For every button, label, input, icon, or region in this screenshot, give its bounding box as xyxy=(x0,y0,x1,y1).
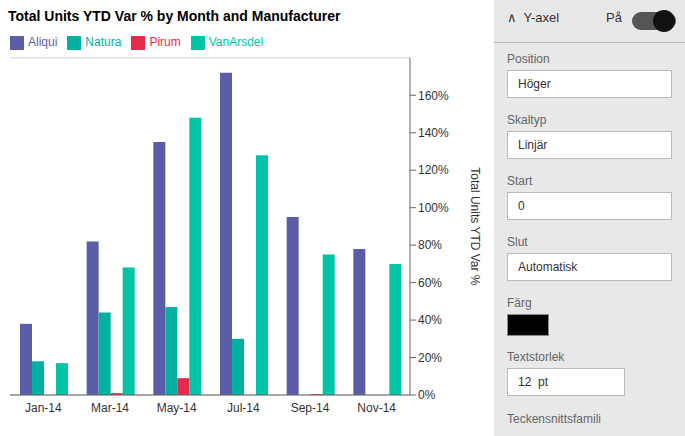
svg-text:40%: 40% xyxy=(418,313,442,327)
svg-text:100%: 100% xyxy=(418,201,449,215)
svg-text:120%: 120% xyxy=(418,163,449,177)
svg-text:Nov-14: Nov-14 xyxy=(357,401,396,415)
svg-text:May-14: May-14 xyxy=(157,401,197,415)
html-text:Textstorlek: Textstorlek xyxy=(507,350,565,364)
html-text:Automatisk: Automatisk xyxy=(518,260,578,274)
html-text:Skaltyp: Skaltyp xyxy=(507,113,547,127)
html-text:VanArsdel: VanArsdel xyxy=(208,35,264,49)
html-text:Färg: Färg xyxy=(507,296,532,310)
svg-text:0%: 0% xyxy=(418,388,436,402)
svg-text:Total Units YTD Var %: Total Units YTD Var % xyxy=(468,167,482,286)
html-text:12 pt: 12 pt xyxy=(518,375,548,389)
svg-text:Jul-14: Jul-14 xyxy=(227,401,260,415)
html-text:Linjär: Linjär xyxy=(518,138,548,152)
html-text:Pirum: Pirum xyxy=(149,35,181,49)
svg-text:140%: 140% xyxy=(418,126,449,140)
svg-text:Mar-14: Mar-14 xyxy=(91,401,129,415)
html-text:∧ Y-axel: ∧ Y-axel xyxy=(507,10,560,25)
svg-text:80%: 80% xyxy=(418,238,442,252)
svg-text:Sep-14: Sep-14 xyxy=(291,401,330,415)
html-text:Aliqui: Aliqui xyxy=(28,35,58,49)
svg-text:Jan-14: Jan-14 xyxy=(25,401,62,415)
html-text:Slut: Slut xyxy=(507,235,528,249)
html-text:Start: Start xyxy=(507,174,533,188)
html-text:Teckensnittsfamili: Teckensnittsfamili xyxy=(507,412,601,426)
svg-text:160%: 160% xyxy=(418,89,449,103)
html-text:På: På xyxy=(606,10,622,25)
svg-text:20%: 20% xyxy=(418,351,442,365)
svg-text:60%: 60% xyxy=(418,276,442,290)
html-text:0: 0 xyxy=(518,199,525,213)
html-text:Total Units YTD Var % by Month: Total Units YTD Var % by Month and Manuf… xyxy=(8,8,341,24)
html-text:Höger: Höger xyxy=(518,77,551,91)
html-text:Natura: Natura xyxy=(85,35,122,49)
html-text:Position: Position xyxy=(507,52,550,66)
